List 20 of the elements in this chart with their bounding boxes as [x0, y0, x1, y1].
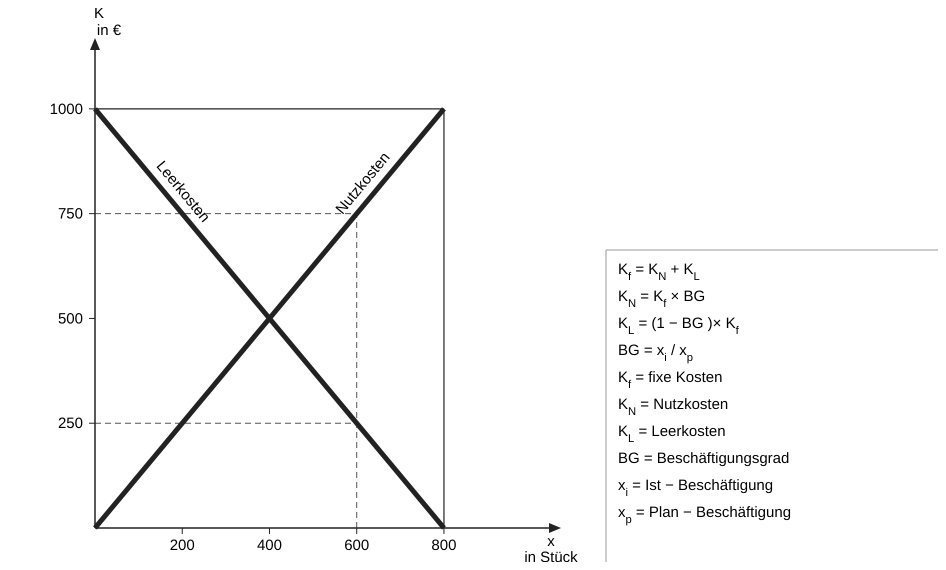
text: K$_{f}$ = fixe Kosten: [618, 369, 722, 391]
text: BG = Beschäftigungsgrad: [618, 450, 790, 467]
text: x$_{p}$ = Plan − Beschäftigung: [618, 504, 792, 526]
text: K$_{N}$ = Nutzkosten: [618, 396, 728, 418]
y-tick-label: 750: [58, 206, 83, 223]
text: BG = x$_{i}$ / x$_{p}$: [618, 342, 694, 364]
x-tick-label: 400: [256, 537, 282, 554]
x-tick-label: 200: [170, 537, 195, 554]
text: K$_{N}$ = K$_{f}$ × BG: [618, 288, 706, 310]
text: x$_{i}$ = Ist − Beschäftigung: [618, 477, 774, 499]
y-tick-label: 250: [58, 415, 83, 432]
text: K$_{L}$ = (1 − BG )× K$_{f}$: [618, 315, 740, 337]
x-axis-title: x in Stück: [524, 533, 578, 566]
text: K$_{f}$ = K$_{N}$ + K$_{L}$: [618, 261, 700, 283]
text: K$_{L}$ = Leerkosten: [618, 423, 726, 445]
y-tick-label: 500: [58, 310, 83, 328]
y-axis-title: K in €: [94, 5, 122, 39]
x-tick-label: 600: [344, 537, 370, 554]
y-tick-label: 1000: [50, 100, 83, 118]
x-tick-label: 800: [431, 537, 456, 554]
